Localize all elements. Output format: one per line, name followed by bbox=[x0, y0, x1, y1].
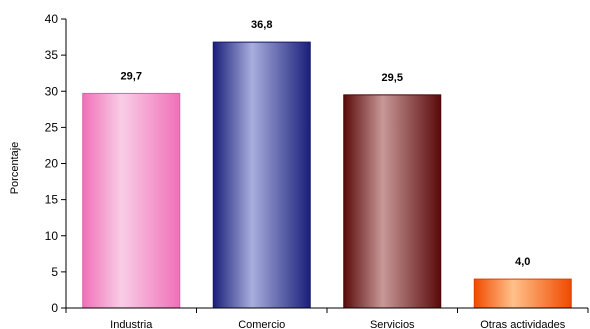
y-tick-label: 15 bbox=[45, 193, 59, 207]
data-label: 29,7 bbox=[121, 70, 142, 82]
bar-servicios bbox=[343, 94, 442, 309]
x-tick-label: Industria bbox=[110, 319, 153, 329]
y-axis: 0 5 10 15 20 25 30 35 40 bbox=[45, 12, 67, 315]
data-label: 4,0 bbox=[515, 256, 530, 268]
y-tick-label: 30 bbox=[45, 84, 59, 98]
y-tick-label: 0 bbox=[51, 301, 58, 315]
y-tick-label: 20 bbox=[45, 157, 59, 171]
y-tick-label: 35 bbox=[45, 48, 59, 62]
bar-otras-actividades bbox=[473, 278, 572, 309]
bar-industria bbox=[82, 92, 181, 309]
y-tick-label: 25 bbox=[45, 120, 59, 134]
y-tick-label: 10 bbox=[45, 229, 59, 243]
data-label: 36,8 bbox=[251, 19, 272, 31]
x-tick-label: Comercio bbox=[238, 319, 285, 329]
y-tick-label: 5 bbox=[51, 265, 58, 279]
x-tick-label: Otras actividades bbox=[480, 319, 565, 329]
x-axis: Industria Comercio Servicios Otras activida… bbox=[65, 307, 589, 329]
x-tick-label: Servicios bbox=[370, 319, 415, 329]
bars-group: 29,7 36,8 29,5 4,0 bbox=[82, 19, 572, 309]
data-label: 29,5 bbox=[382, 72, 403, 84]
y-tick-label: 40 bbox=[45, 12, 59, 26]
bar-comercio bbox=[212, 41, 311, 309]
y-axis-title: Porcentaje bbox=[9, 142, 21, 195]
